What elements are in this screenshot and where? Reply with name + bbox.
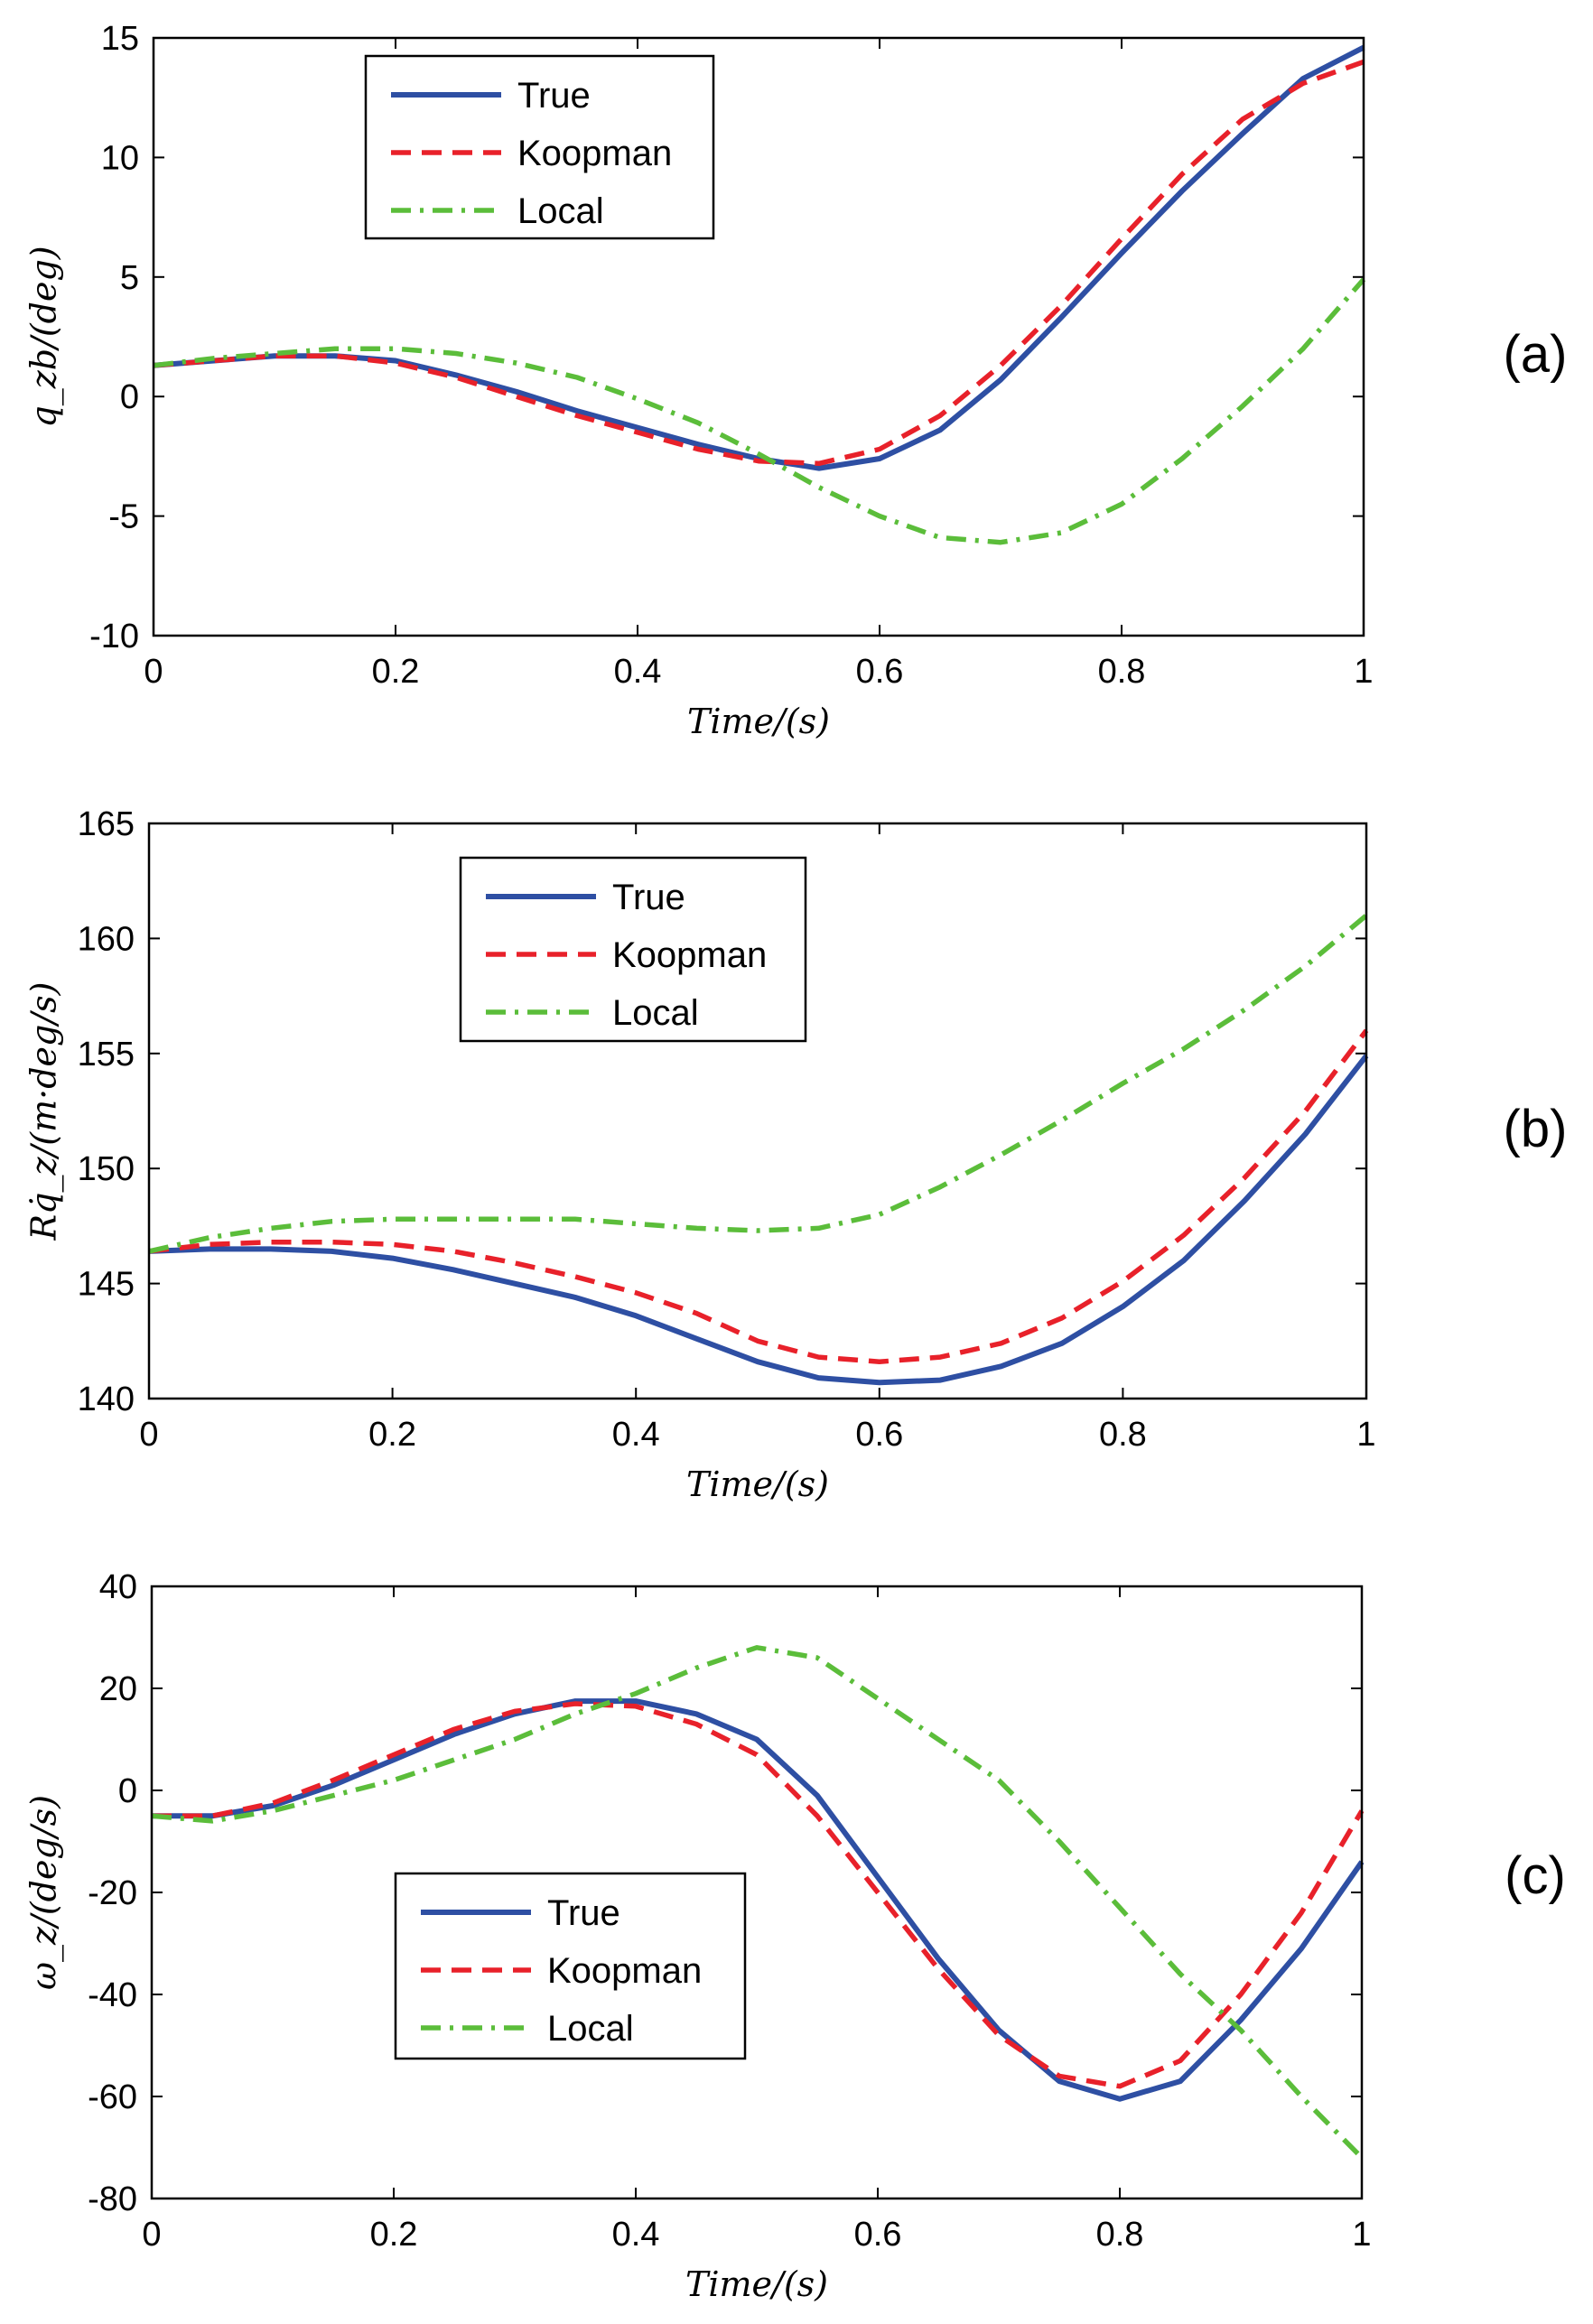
y-tick-label: 20 [99,1670,137,1708]
panel-label: (b) [1504,1100,1568,1158]
y-tick-label: 145 [78,1266,135,1304]
series-line-local [148,913,1368,1254]
y-tick-label: 10 [101,139,139,177]
y-axis-label: Rq̇_z/(m·deg/s) [24,982,65,1241]
x-tick-label: 0.6 [854,2216,902,2254]
x-tick-label: 0.8 [1096,2216,1144,2254]
series-line-koopman [148,1028,1369,1364]
y-tick-label: 160 [78,920,135,958]
x-tick-label: 1 [1352,2216,1371,2254]
y-tick-label: -20 [88,1874,137,1912]
plot-area [152,1586,1362,2199]
x-tick-label: 0.6 [856,653,904,691]
y-tick-label: -80 [88,2180,137,2218]
series-line-koopman [152,1701,1365,2089]
x-tick-label: 0.6 [855,1416,903,1454]
chart-panel-1: 0 0.2 0.4 0.6 0.8 1 -10 -5 0 5 10 15 Time/(s) q_zb/(d… [24,20,1568,741]
y-tick-label: 155 [78,1036,135,1074]
x-tick-label: 0.2 [368,1416,416,1454]
y-tick-label: 150 [78,1150,135,1188]
x-tick-label: 0.2 [372,653,420,691]
series-group [151,1645,1365,2160]
y-axis-label: ω_z/(deg/s) [24,1795,65,1990]
y-tick-label: 0 [120,378,139,416]
y-tick-label: 140 [78,1380,135,1418]
legend-label-local: Local [612,993,699,1033]
series-line-true [152,1698,1365,2102]
x-tick-label: 1 [1354,653,1373,691]
y-axis-label: q_zb/(deg) [24,246,65,427]
panel-label: (a) [1504,325,1568,384]
x-axis-label: Time/(s) [687,702,830,741]
y-tick-label: 0 [118,1772,137,1810]
legend-label-true: True [547,1893,620,1933]
axes-box [152,36,1365,637]
x-tick-label: 0.4 [612,2216,660,2254]
y-tick-label: -60 [88,2078,137,2116]
legend-box [364,54,715,240]
x-tick-label: 1 [1356,1416,1375,1454]
legend-label-koopman: Koopman [517,134,672,173]
x-tick-label: 0.8 [1099,1416,1147,1454]
legend-label-local: Local [547,2009,634,2049]
legend: True Koopman Local [364,54,715,240]
x-axis-label: Time/(s) [686,1464,829,1504]
axes-box [147,822,1368,1400]
legend-label-koopman: Koopman [612,935,767,975]
series-line-local [153,277,1366,545]
legend-box [394,1872,747,2060]
x-tick-label: 0.2 [370,2216,418,2254]
x-tick-label: 0 [139,1416,158,1454]
series-group [148,913,1369,1386]
y-tick-label: -10 [89,618,139,655]
x-axis-label: Time/(s) [685,2264,828,2304]
plot-area [154,38,1364,636]
x-tick-label: 0.4 [614,653,662,691]
panel-label: (c) [1504,1846,1566,1905]
y-tick-label: -40 [88,1976,137,2014]
y-tick-label: 165 [78,805,135,843]
x-tick-label: 0 [142,2216,161,2254]
x-tick-label: 0.4 [612,1416,660,1454]
x-tick-label: 0.8 [1098,653,1146,691]
legend-label-true: True [517,76,591,116]
y-tick-label: -5 [108,498,139,536]
y-tick-label: 40 [99,1568,137,1606]
chart-panel-3: 0 0.2 0.4 0.6 0.8 1 -80 -60 -40 -20 0 20 40 Time/(s) ω… [24,1568,1566,2304]
chart-panel-2: 0 0.2 0.4 0.6 0.8 1 140 145 150 155 160 165 Time/(s)… [24,805,1568,1504]
y-tick-label: 15 [101,20,139,58]
x-tick-label: 0 [144,653,163,691]
legend-label-koopman: Koopman [547,1951,702,1991]
series-group [153,44,1366,545]
legend-label-true: True [612,878,685,917]
series-line-local [151,1645,1364,2160]
legend-label-local: Local [517,191,604,231]
legend: True Koopman Local [459,856,807,1043]
series-line-true [148,1054,1369,1386]
y-tick-label: 5 [120,259,139,297]
legend: True Koopman Local [394,1872,747,2060]
series-line-koopman [153,59,1365,467]
